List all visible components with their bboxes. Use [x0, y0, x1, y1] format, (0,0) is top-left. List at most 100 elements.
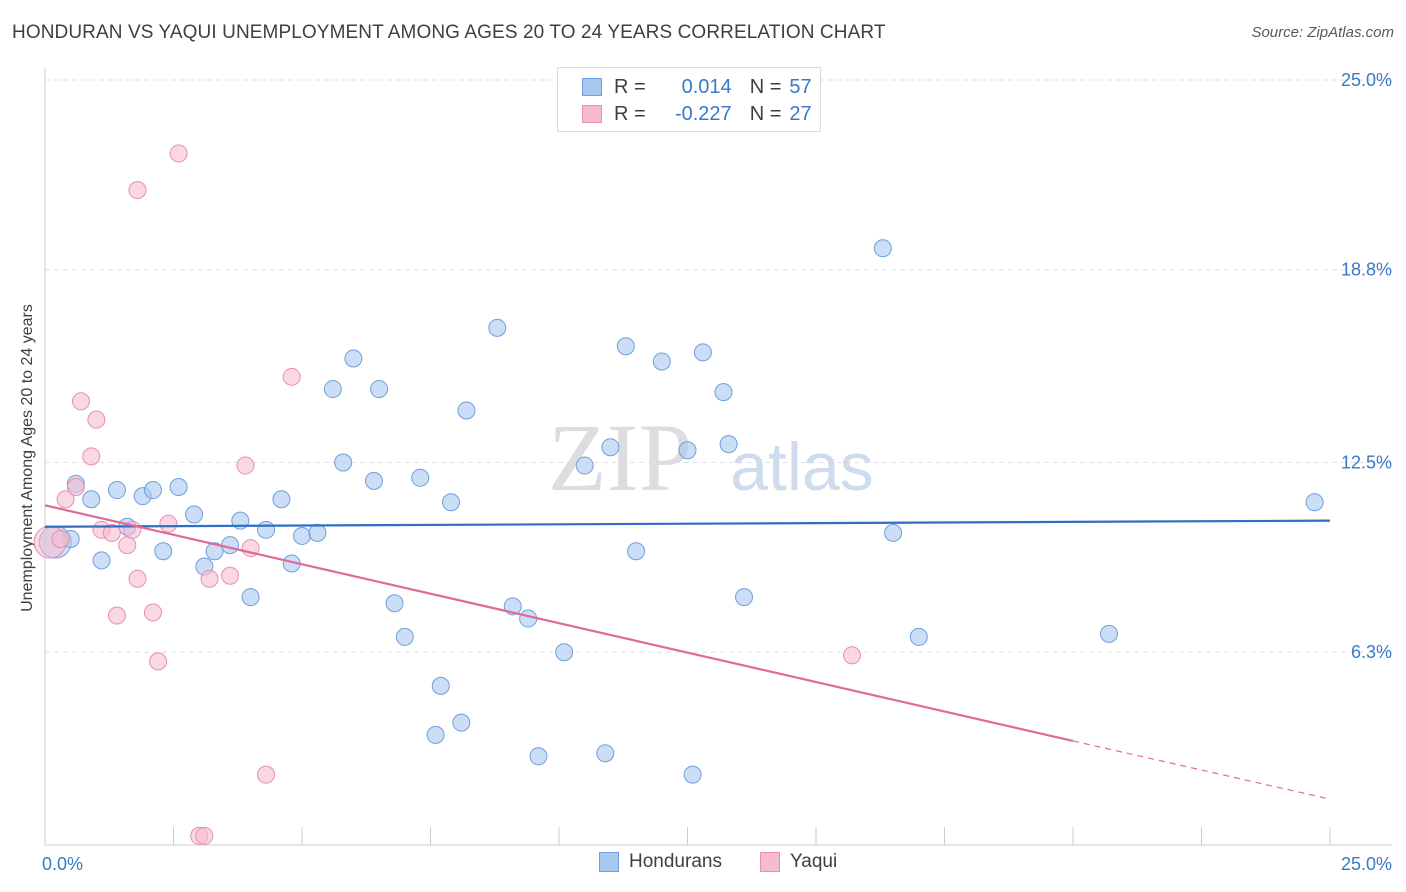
honduran-point	[272, 490, 291, 509]
honduran-point	[683, 765, 702, 784]
tick-labels: 6.3% 12.5% 18.8% 25.0% 0.0% 25.0%	[42, 70, 1392, 874]
honduran-point	[205, 542, 224, 561]
chart-title: HONDURAN VS YAQUI UNEMPLOYMENT AMONG AGE…	[12, 22, 886, 43]
honduran-point	[241, 588, 260, 607]
honduran-point	[344, 349, 363, 368]
stats-swatch-hondurans	[582, 78, 602, 96]
y-tick-label: 12.5%	[1341, 453, 1392, 473]
honduran-point	[323, 380, 342, 399]
honduran-point	[221, 536, 240, 555]
n-label: N =	[749, 75, 782, 98]
legend-swatch-hondurans	[599, 852, 619, 872]
y-tick-label: 18.8%	[1341, 260, 1392, 280]
honduran-point	[678, 441, 697, 460]
honduran-point	[1099, 624, 1118, 643]
watermark: ZIP atlas	[548, 404, 874, 511]
n-label: N =	[749, 102, 782, 125]
stats-legend: R = 0.014 N = 57 R = -0.227 N = 27	[557, 67, 821, 132]
honduran-point	[714, 383, 733, 402]
honduran-point	[370, 380, 389, 399]
honduran-point	[395, 627, 414, 646]
r-value: 0.014	[681, 75, 732, 98]
honduran-point	[555, 643, 574, 662]
honduran-point	[873, 239, 892, 258]
watermark-zip: ZIP	[548, 404, 692, 511]
x-tick-label: 0.0%	[42, 854, 83, 874]
gridlines	[45, 79, 1392, 653]
yaqui-point	[149, 652, 168, 671]
honduran-trend-line	[44, 519, 1331, 528]
yaqui-point	[842, 646, 861, 665]
y-tick-label: 25.0%	[1341, 70, 1392, 90]
honduran-point	[107, 481, 126, 500]
honduran-point	[529, 747, 548, 766]
honduran-point	[293, 526, 311, 545]
yaqui-point	[66, 477, 85, 496]
honduran-point	[488, 318, 507, 337]
source-label: Source: ZipAtlas.com	[1251, 24, 1394, 41]
legend-swatch-yaqui	[760, 852, 780, 872]
n-value: 57	[789, 75, 812, 98]
honduran-point	[575, 456, 594, 475]
honduran-point	[411, 468, 430, 487]
honduran-point	[735, 588, 754, 607]
r-value: -0.227	[674, 102, 732, 125]
honduran-point	[431, 676, 450, 695]
yaqui-point	[236, 456, 255, 475]
honduran-point	[884, 523, 903, 542]
honduran-point	[652, 352, 671, 371]
data-points	[33, 144, 1324, 845]
legend-label-yaqui: Yaqui	[790, 851, 838, 872]
honduran-point	[169, 477, 188, 496]
honduran-point	[154, 542, 173, 561]
honduran-point	[909, 627, 928, 646]
legend-item-hondurans[interactable]: Hondurans	[599, 851, 722, 873]
stats-row-yaqui: R = -0.227 N = 27	[582, 101, 812, 127]
honduran-point	[385, 594, 404, 613]
yaqui-point	[102, 523, 121, 542]
yaqui-trend-line	[44, 504, 1074, 743]
honduran-point	[143, 481, 162, 500]
honduran-point	[426, 725, 445, 744]
yaqui-point	[82, 447, 101, 466]
honduran-point	[185, 505, 204, 524]
x-tick-label: 25.0%	[1341, 854, 1392, 874]
honduran-point	[616, 337, 635, 356]
yaqui-point	[169, 144, 188, 163]
yaqui-point	[107, 606, 126, 625]
yaqui-point	[221, 566, 240, 585]
axes	[44, 68, 1392, 846]
watermark-atlas: atlas	[730, 429, 874, 505]
yaqui-point	[87, 410, 106, 429]
honduran-point	[719, 435, 738, 454]
honduran-point	[601, 438, 620, 457]
stats-row-hondurans: R = 0.014 N = 57	[582, 74, 812, 100]
yaqui-point	[128, 181, 147, 200]
yaqui-point	[282, 367, 301, 386]
yaqui-point	[200, 569, 219, 588]
honduran-point	[364, 471, 383, 490]
series-legend: Hondurans Yaqui	[0, 851, 1406, 879]
y-tick-label: 6.3%	[1351, 642, 1392, 662]
r-label: R =	[614, 75, 646, 98]
yaqui-trend-extension	[1072, 740, 1331, 800]
yaqui-point	[257, 765, 276, 784]
honduran-point	[1305, 493, 1324, 512]
yaqui-point	[118, 536, 137, 555]
stats-swatch-yaqui	[582, 105, 602, 123]
honduran-point	[452, 713, 471, 732]
honduran-point	[596, 744, 615, 763]
yaqui-point	[195, 826, 214, 845]
n-value: 27	[789, 102, 812, 125]
r-label: R =	[614, 102, 646, 125]
trend-lines	[44, 504, 1331, 800]
legend-label-hondurans: Hondurans	[629, 851, 722, 872]
yaqui-point	[56, 490, 75, 509]
honduran-point	[334, 453, 353, 472]
yaqui-point	[71, 392, 90, 411]
legend-item-yaqui[interactable]: Yaqui	[760, 851, 837, 873]
yaqui-point	[51, 530, 70, 548]
yaqui-point	[143, 603, 162, 622]
honduran-point	[442, 493, 461, 512]
